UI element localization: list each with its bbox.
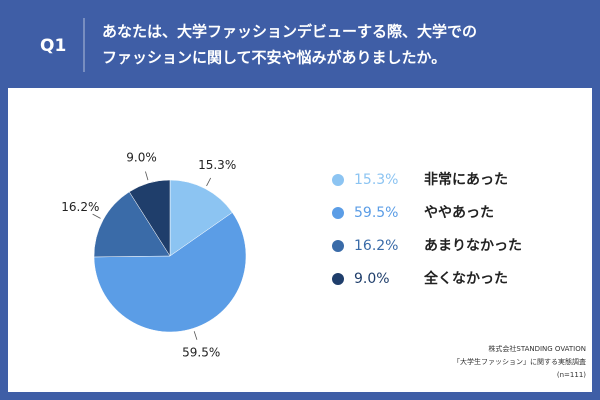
legend-value: 9.0% <box>354 271 390 287</box>
source-line: 「大学生ファッション」に関する実態調査 <box>453 357 586 366</box>
pie-slice <box>93 191 171 258</box>
pie-slice <box>128 179 171 257</box>
legend-value: 16.2% <box>354 238 398 254</box>
legend-label: 非常にあった <box>424 171 508 188</box>
legend-label: 全くなかった <box>423 270 508 287</box>
leader-line <box>92 213 101 219</box>
slice-label: 16.2% <box>61 200 99 214</box>
slice-label: 9.0% <box>126 151 157 165</box>
pie-slice <box>169 179 233 257</box>
legend-dot <box>332 174 344 186</box>
legend-label: ややあった <box>424 205 494 221</box>
slice-label: 59.5% <box>182 346 220 360</box>
legend-label: あまりなかった <box>424 238 522 254</box>
legend-value: 59.5% <box>354 205 398 221</box>
title-line: あなたは、大学ファッションデビューする際、大学での <box>102 23 477 41</box>
slice-label: 15.3% <box>198 158 236 172</box>
leader-line <box>206 177 212 187</box>
leader-line <box>145 171 149 181</box>
legend-dot <box>332 207 344 219</box>
pie-slice <box>93 212 247 333</box>
leader-line <box>193 331 198 340</box>
legend-value: 15.3% <box>354 172 398 188</box>
legend-dot <box>332 240 344 252</box>
question-number: Q1 <box>40 36 66 56</box>
title-line: ファッションに関して不安や悩みがありましたか。 <box>102 49 446 67</box>
legend-dot <box>332 273 344 285</box>
source-line: 株式会社STANDING OVATION <box>488 344 586 353</box>
source-line: (n=111) <box>557 371 586 379</box>
